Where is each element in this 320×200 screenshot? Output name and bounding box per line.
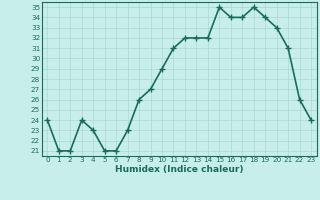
X-axis label: Humidex (Indice chaleur): Humidex (Indice chaleur) — [115, 165, 244, 174]
